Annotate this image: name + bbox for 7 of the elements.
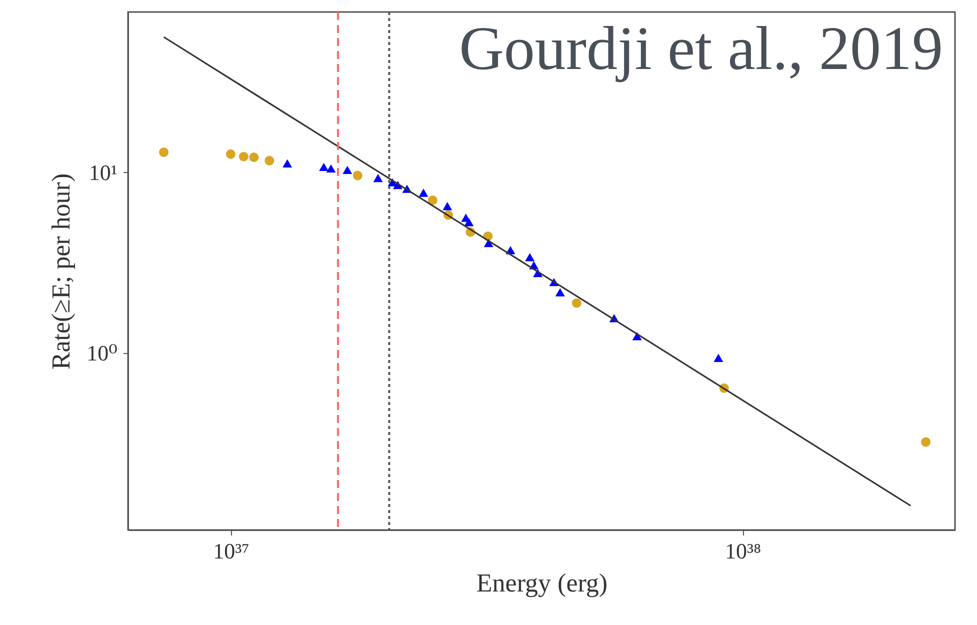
y-tick-label: 10⁰ (86, 340, 118, 366)
x-tick-label: 10³⁷ (213, 538, 250, 564)
x-tick-label: 10³⁸ (724, 538, 762, 564)
annotation: Gourdji et al., 2019 (459, 15, 943, 83)
y-axis-title: Rate(≥E; per hour) (46, 173, 76, 370)
y-tick-label: 10¹ (88, 160, 118, 185)
x-axis-title: Energy (erg) (476, 568, 608, 598)
